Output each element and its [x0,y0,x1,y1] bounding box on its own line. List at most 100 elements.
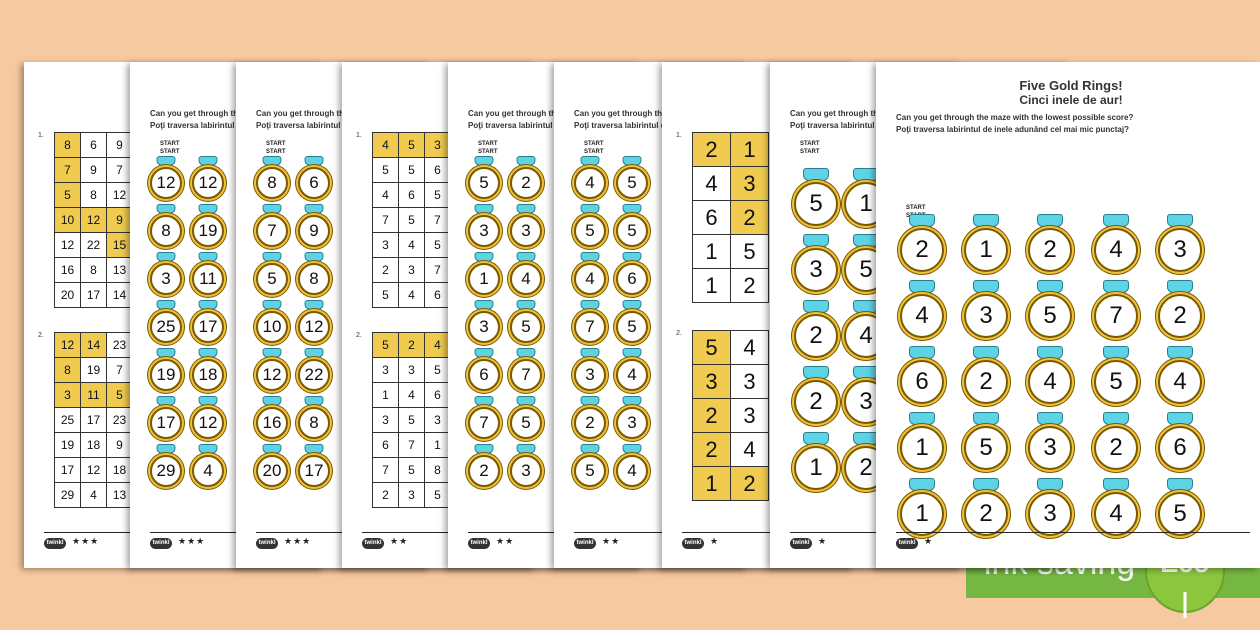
diamond-icon [474,204,494,214]
grid-cell: 22 [80,232,107,258]
diamond-icon [516,396,536,406]
grid-cell: 25 [54,407,81,433]
grid-cell: 12 [106,182,133,208]
gold-ring: 17 [192,311,224,343]
diamond-icon [803,234,829,247]
grid-cell: 6 [424,282,451,308]
gold-ring: 12 [192,407,224,439]
diamond-icon [262,204,282,214]
diamond-icon [156,396,176,406]
diamond-icon [198,252,218,262]
gold-ring: 2 [510,167,542,199]
grid-cell: 6 [692,200,731,235]
gold-ring: 5 [1158,492,1202,536]
diamond-icon [1167,478,1193,491]
diamond-icon [304,204,324,214]
gold-ring: 4 [510,263,542,295]
start-label: START [160,141,180,147]
grid-cell: 6 [398,182,425,208]
grid-cell: 4 [372,132,399,158]
diamond-icon [1103,280,1129,293]
grid-cell: 8 [80,257,107,283]
grid-cell: 5 [398,457,425,483]
gold-ring: 8 [298,263,330,295]
gold-ring: 11 [192,263,224,295]
difficulty-stars: ★★★ [178,536,206,546]
grid-cell: 3 [398,257,425,283]
diamond-icon [156,348,176,358]
grid-cell: 6 [80,132,107,158]
grid-cell: 18 [80,432,107,458]
difficulty-stars: ★★★ [284,536,312,546]
diamond-icon [198,396,218,406]
grid-cell: 17 [80,407,107,433]
diamond-icon [1103,412,1129,425]
diamond-icon [262,444,282,454]
grid-number: 1. [676,132,682,139]
grid-cell: 7 [398,432,425,458]
gold-ring: 3 [964,294,1008,338]
gold-ring: 5 [468,167,500,199]
grid-cell: 20 [54,282,81,308]
grid-cell: 19 [54,432,81,458]
gold-ring: 3 [794,248,838,292]
gold-ring: 3 [1158,228,1202,272]
gold-ring: 2 [1158,294,1202,338]
diamond-icon [516,252,536,262]
diamond-icon [1037,214,1063,227]
diamond-icon [973,214,999,227]
grid-cell: 7 [106,157,133,183]
grid-cell: 5 [398,157,425,183]
grid-cell: 18 [106,457,133,483]
grid-number: 1. [356,132,362,139]
grid-cell: 8 [424,457,451,483]
diamond-icon [198,156,218,166]
grid-cell: 10 [54,207,81,233]
grid-cell: 4 [372,182,399,208]
grid-cell: 2 [692,398,731,433]
diamond-icon [262,252,282,262]
gold-ring: 5 [256,263,288,295]
diamond-icon [474,156,494,166]
grid-cell: 4 [730,330,769,365]
gold-ring: 1 [468,263,500,295]
diamond-icon [580,444,600,454]
gold-ring: 29 [150,455,182,487]
diamond-icon [156,156,176,166]
grid-cell: 12 [80,207,107,233]
worksheet-page: Five Gold Rings! Cinci inele de aur! Can y… [876,62,1260,568]
gold-ring: 7 [256,215,288,247]
diamond-icon [1037,412,1063,425]
diamond-icon [580,252,600,262]
grid-cell: 11 [80,382,107,408]
gold-ring: 7 [574,311,606,343]
grid-cell: 2 [730,466,769,501]
gold-ring: 4 [616,359,648,391]
diamond-icon [909,214,935,227]
grid-cell: 2 [692,432,731,467]
grid-cell: 5 [424,482,451,508]
grid-cell: 6 [424,382,451,408]
grid-cell: 9 [106,432,133,458]
diamond-icon [1103,346,1129,359]
gold-ring: 6 [1158,426,1202,470]
grid-cell: 2 [372,482,399,508]
gold-ring: 5 [616,311,648,343]
grid-cell: 5 [424,357,451,383]
start-label: START [800,141,820,147]
diamond-icon [198,300,218,310]
diamond-icon [622,204,642,214]
diamond-icon [580,300,600,310]
grid-cell: 8 [80,182,107,208]
gold-ring: 6 [616,263,648,295]
grid-cell: 3 [730,398,769,433]
grid-cell: 5 [398,207,425,233]
grid-cell: 3 [424,132,451,158]
grid-cell: 8 [54,357,81,383]
grid-cell: 2 [398,332,425,358]
diamond-icon [156,444,176,454]
diamond-icon [516,444,536,454]
grid-cell: 23 [106,407,133,433]
number-grid: 8 6 9 7 9 7 5 8 12 10 12 9 12 22 15 16 8 13 20 17 14 [54,132,133,308]
grid-cell: 2 [730,200,769,235]
